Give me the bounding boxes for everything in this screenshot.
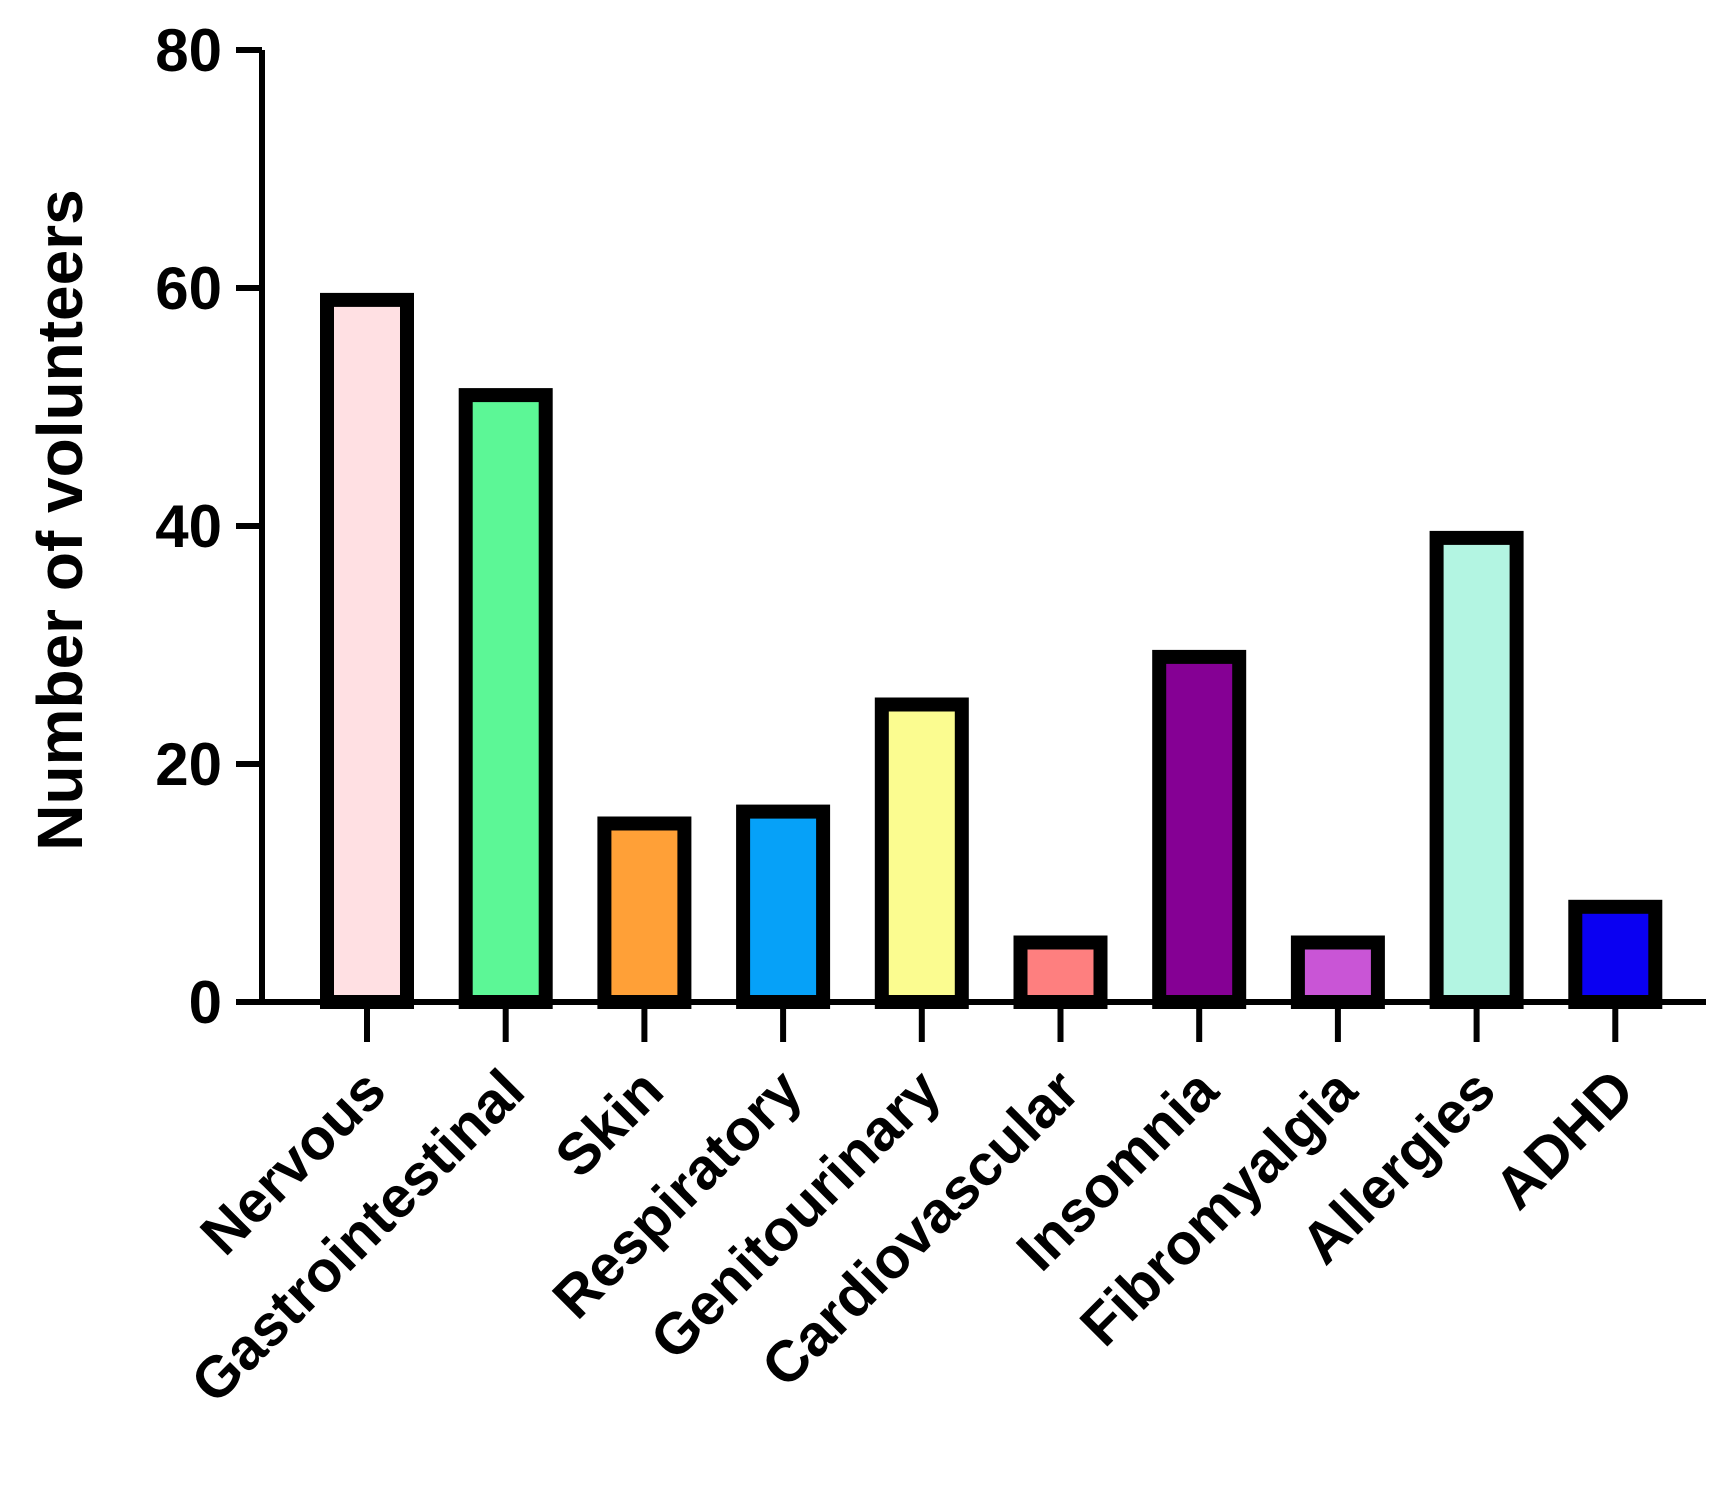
bars	[320, 292, 1663, 1010]
bar-fibromyalgia	[1290, 935, 1385, 1009]
axes	[259, 50, 1706, 1005]
bar-allergies	[1429, 530, 1524, 1010]
bar-gastrointestinal	[458, 388, 553, 1010]
bar-cardiovascular	[1013, 935, 1108, 1009]
x-tick-label-adhd: ADHD	[1482, 1057, 1646, 1221]
y-tick-label: 0	[189, 969, 222, 1036]
bar-genitourinary	[874, 697, 969, 1009]
bar-skin	[597, 816, 692, 1009]
y-tick-label: 80	[155, 17, 222, 84]
y-tick-label: 40	[155, 493, 222, 560]
y-axis-title-group: Number of volunteers	[24, 189, 96, 850]
y-tick-label: 20	[155, 731, 222, 798]
y-tick-label: 60	[155, 255, 222, 322]
bar-adhd	[1568, 899, 1663, 1009]
bar-insomnia	[1152, 649, 1247, 1010]
bar-respiratory	[736, 804, 831, 1009]
bar-nervous	[320, 292, 414, 1009]
y-axis-title: Number of volunteers	[24, 189, 96, 850]
y-axis-ticks: 0 20 40 60 80	[155, 17, 262, 1036]
